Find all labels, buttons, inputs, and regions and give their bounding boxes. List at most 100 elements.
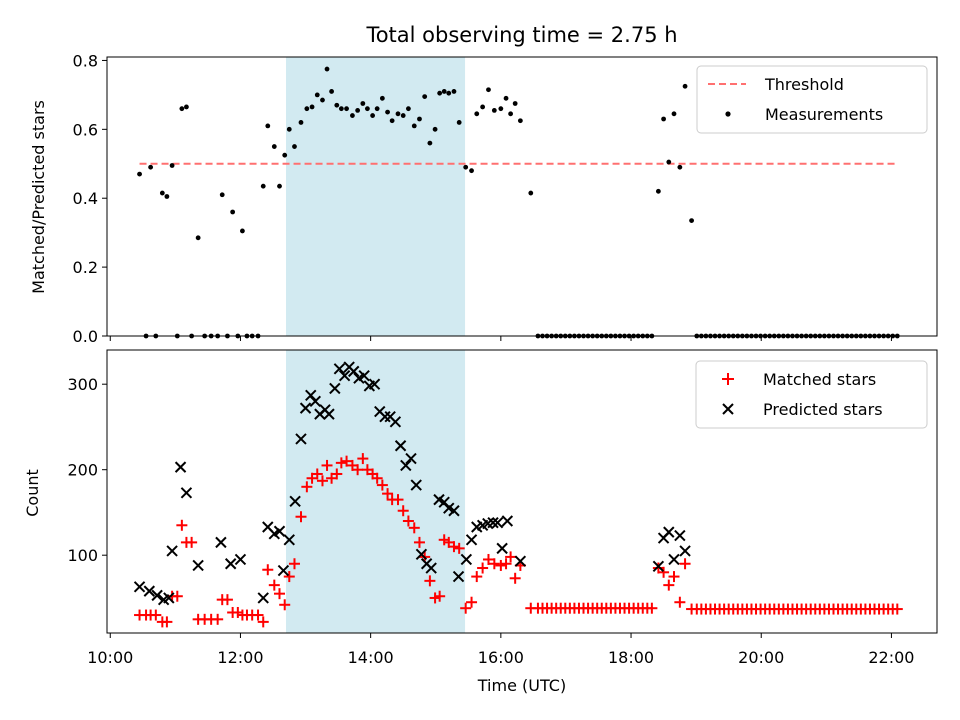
matched-star-point [283, 571, 295, 583]
predicted-star-point [514, 555, 527, 567]
matched-star-point [221, 594, 233, 606]
measurement-point [498, 106, 504, 112]
matched-star-point [176, 519, 188, 531]
measurement-point [374, 106, 380, 112]
matched-star-point [413, 536, 425, 548]
predicted-star-point [487, 516, 499, 529]
measurement-point [137, 171, 142, 177]
legend-matched-label: Matched stars [763, 370, 876, 389]
measurement-point [422, 94, 428, 100]
predicted-star-point [283, 534, 295, 546]
predicted-star-point [394, 440, 407, 452]
matched-star-point [408, 522, 420, 534]
predicted-star-point [224, 558, 237, 570]
predicted-star-point [192, 559, 204, 572]
measurement-point [169, 163, 175, 168]
measurement-point [655, 188, 661, 194]
measurement-point [350, 113, 355, 118]
predicted-star-point [368, 378, 381, 390]
matched-star-point [466, 596, 478, 608]
measurement-point [271, 144, 277, 149]
measurement-point [432, 126, 438, 132]
x-tick-label: 22:00 [868, 648, 914, 667]
measurement-point [456, 120, 462, 125]
matched-star-point [262, 564, 274, 576]
x-tick-label: 20:00 [738, 648, 784, 667]
measurement-point [260, 183, 266, 189]
matched-star-point [488, 558, 500, 570]
measurement-point [219, 192, 225, 198]
predicted-star-point [143, 585, 156, 597]
matched-star-point [316, 475, 328, 487]
predicted-star-point [501, 515, 514, 527]
measurement-point [503, 95, 509, 101]
predicted-star-point [663, 526, 675, 538]
measurement-point [184, 104, 189, 110]
y-tick-label: 0.4 [73, 189, 98, 208]
predicted-star-point [289, 495, 301, 508]
y-tick-label: 0.8 [73, 51, 98, 70]
measurement-point [508, 111, 514, 117]
matched-star-point [424, 575, 436, 587]
measurement-point [329, 89, 334, 94]
legend-matched-swatch [722, 373, 734, 385]
x-tick-label: 12:00 [217, 648, 263, 667]
predicted-star-point [674, 529, 686, 542]
matched-star-point [495, 559, 507, 571]
measurement-point [480, 104, 486, 110]
matched-star-point [679, 558, 691, 570]
x-tick-label: 16:00 [478, 648, 524, 667]
matched-star-point [434, 590, 446, 602]
measurement-point [265, 123, 271, 129]
panel-count-legend: Matched stars Predicted stars [695, 360, 928, 429]
predicted-star-point [151, 589, 163, 602]
predicted-star-point [215, 536, 227, 549]
measurement-point [671, 111, 677, 117]
matched-star-point [371, 472, 383, 484]
measurement-point [240, 228, 245, 234]
measurement-point [437, 90, 443, 96]
predicted-star-point [496, 542, 508, 555]
measurement-point [512, 101, 518, 106]
predicted-star-point [323, 408, 335, 420]
legend-predicted-label: Predicted stars [763, 400, 883, 419]
measurement-point [304, 106, 310, 112]
predicted-star-point [679, 545, 691, 557]
matched-star-point [668, 571, 680, 583]
measurement-point [517, 118, 523, 124]
panel-ratio-frame [106, 56, 938, 337]
panel-count-frame [106, 349, 938, 634]
matched-star-point [357, 453, 369, 465]
measurement-point [355, 107, 361, 113]
predicted-star-point [491, 516, 504, 529]
matched-star-point [295, 511, 307, 523]
matched-star-point [477, 562, 489, 574]
predicted-star-point [400, 459, 412, 472]
panel-ratio: 0.00.20.40.60.8 Matched/Predicted stars … [29, 51, 938, 346]
predicted-star-point [452, 570, 465, 583]
matched-star-point [252, 609, 264, 621]
predicted-star-point [448, 505, 460, 517]
legend-measurements-swatch [725, 111, 731, 117]
matched-star-point [321, 459, 333, 471]
measurement-point [324, 66, 330, 72]
matched-star-point [288, 558, 300, 570]
predicted-star-point [460, 553, 473, 566]
matched-star-point [171, 590, 183, 602]
measurement-point [164, 194, 170, 199]
measurement-point [282, 152, 288, 158]
measurement-point [406, 106, 411, 112]
panel-ratio-highlight [286, 57, 466, 336]
y-tick-label: 0.6 [73, 120, 98, 139]
measurement-point [463, 164, 469, 170]
predicted-star-point [329, 382, 341, 395]
matched-star-point [663, 579, 675, 591]
measurement-point [441, 89, 447, 94]
x-tick-label: 18:00 [608, 648, 654, 667]
predicted-star-point [465, 534, 478, 546]
measurement-point [417, 116, 422, 122]
legend-predicted-swatch [722, 403, 734, 415]
y-tick-label: 0.0 [73, 327, 98, 346]
measurement-point [389, 118, 395, 124]
matched-star-point [448, 541, 460, 553]
